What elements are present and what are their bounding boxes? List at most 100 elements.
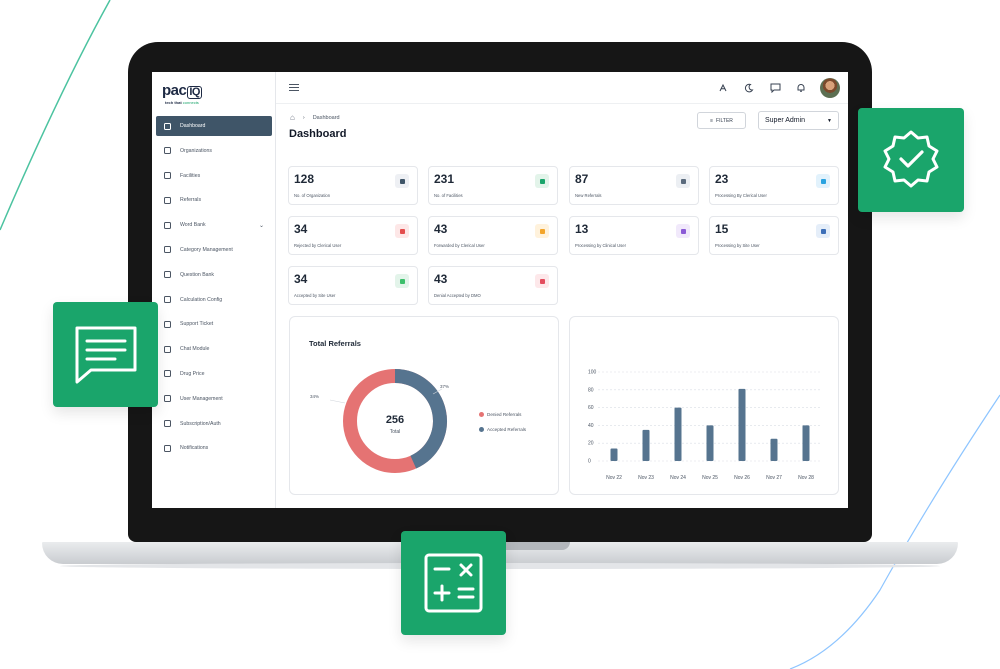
chevron-down-icon: ▼ xyxy=(827,117,832,124)
logo-text: pac xyxy=(162,82,187,99)
chevron-down-icon[interactable]: ⌄ xyxy=(258,222,264,229)
total-referrals-panel: Total Referrals 256 Total 34% 37% Denied… xyxy=(289,316,559,495)
stat-value: 128 xyxy=(294,172,315,186)
menu-toggle-icon[interactable] xyxy=(289,84,299,91)
stat-card[interactable]: 34 Rejected by Clerical User xyxy=(288,216,418,255)
stat-label: Processing by Site User xyxy=(715,243,760,248)
sidebar-item-word-bank[interactable]: Word Bank ⌄ xyxy=(156,215,272,235)
sidebar-item-referrals[interactable]: Referrals xyxy=(156,190,272,210)
stat-card[interactable]: 231 No. of Facilities xyxy=(428,166,558,205)
stat-icon xyxy=(535,224,549,238)
stat-value: 13 xyxy=(575,222,589,236)
stat-icon xyxy=(676,224,690,238)
stat-icon xyxy=(816,174,830,188)
stat-value: 34 xyxy=(294,272,308,286)
stat-card[interactable]: 15 Processing by Site User xyxy=(709,216,839,255)
avatar[interactable] xyxy=(820,78,840,98)
bell-icon[interactable] xyxy=(794,81,808,95)
stat-card[interactable]: 43 Denial Accepted by DMO xyxy=(428,266,558,305)
sidebar-item-label: Notifications xyxy=(180,445,209,452)
bar[interactable] xyxy=(770,438,778,461)
legend-item-accepted[interactable]: Accepted Referrals xyxy=(479,427,526,432)
home-icon[interactable]: ⌂ xyxy=(290,113,295,122)
bar[interactable] xyxy=(610,448,618,461)
donut-accepted-segment[interactable] xyxy=(394,369,447,469)
sidebar-item-support-ticket[interactable]: Support Ticket xyxy=(156,314,272,334)
stat-label: New Referrals xyxy=(575,193,602,198)
sidebar-item-category-management[interactable]: Category Management xyxy=(156,240,272,260)
building-icon xyxy=(164,172,171,180)
filter-button[interactable]: ≡ FILTER xyxy=(697,112,746,129)
stat-label: Processing by Clinical User xyxy=(575,243,626,248)
sidebar-item-user-management[interactable]: User Management xyxy=(156,389,272,409)
sidebar-item-label: Subscription/Auth xyxy=(180,420,221,427)
topbar xyxy=(276,72,848,104)
bell-icon xyxy=(164,444,171,452)
breadcrumb-current: Dashboard xyxy=(312,114,340,121)
sidebar-item-notifications[interactable]: Notifications xyxy=(156,438,272,458)
sidebar-item-question-bank[interactable]: Question Bank xyxy=(156,265,272,285)
sidebar: pac IQ tech that connects Dashboard Organi… xyxy=(152,72,276,508)
stat-card[interactable]: 13 Processing by Clinical User xyxy=(569,216,699,255)
translate-icon[interactable] xyxy=(716,81,730,95)
legend-item-denied[interactable]: Denied Referrals xyxy=(479,412,526,417)
y-tick-label: 100 xyxy=(588,370,597,376)
donut-chart xyxy=(329,369,447,473)
stat-label: No. of Organization xyxy=(294,193,331,198)
stat-icon xyxy=(535,274,549,288)
stat-card[interactable]: 34 Accepted by Site User xyxy=(288,266,418,305)
grid-icon xyxy=(164,122,171,130)
y-tick-label: 60 xyxy=(588,405,594,411)
stat-value: 43 xyxy=(434,272,448,286)
sidebar-item-chat-module[interactable]: Chat Module xyxy=(156,339,272,359)
brand-logo[interactable]: pac IQ tech that connects xyxy=(162,82,202,110)
sidebar-item-label: Chat Module xyxy=(180,346,210,353)
sidebar-item-subscription-auth[interactable]: Subscription/Auth xyxy=(156,414,272,434)
sidebar-item-label: Category Management xyxy=(180,246,233,253)
org-icon xyxy=(164,147,171,155)
x-tick-label: Nov 26 xyxy=(734,475,750,481)
sidebar-item-organizations[interactable]: Organizations xyxy=(156,141,272,161)
sidebar-item-facilities[interactable]: Facilities xyxy=(156,166,272,186)
filter-icon: ≡ xyxy=(710,117,714,124)
y-tick-label: 0 xyxy=(588,459,591,465)
bar[interactable] xyxy=(738,388,746,461)
stat-card[interactable]: 23 Processing By Clerical User xyxy=(709,166,839,205)
stat-card[interactable]: 87 New Referrals xyxy=(569,166,699,205)
verified-badge-icon xyxy=(883,130,939,188)
sidebar-item-calculation-config[interactable]: Calculation Config xyxy=(156,290,272,310)
bar[interactable] xyxy=(802,425,810,461)
stat-card[interactable]: 128 No. of Organization xyxy=(288,166,418,205)
y-tick-label: 40 xyxy=(588,423,594,429)
sidebar-item-label: Drug Price xyxy=(180,370,205,377)
x-tick-label: Nov 27 xyxy=(766,475,782,481)
stat-label: Rejected by Clerical User xyxy=(294,243,342,248)
bar[interactable] xyxy=(706,425,714,461)
moon-icon[interactable] xyxy=(742,81,756,95)
logo-q: IQ xyxy=(187,86,202,99)
role-select[interactable]: Super Admin ▼ xyxy=(758,111,839,130)
calculator-icon xyxy=(164,296,171,304)
stat-icon xyxy=(395,174,409,188)
donut-pct-left: 34% xyxy=(310,394,320,399)
x-tick-label: Nov 28 xyxy=(798,475,814,481)
stat-value: 87 xyxy=(575,172,589,186)
chat-badge xyxy=(53,302,158,407)
legend-label-denied: Denied Referrals xyxy=(487,412,522,417)
donut-pct-right: 37% xyxy=(440,384,450,389)
stat-value: 23 xyxy=(715,172,729,186)
bar[interactable] xyxy=(642,429,650,461)
message-icon[interactable] xyxy=(768,81,782,95)
chat-icon xyxy=(164,345,171,353)
stat-icon xyxy=(676,174,690,188)
bar[interactable] xyxy=(674,407,682,461)
word-bank-icon xyxy=(164,221,171,229)
stat-label: Accepted by Site User xyxy=(294,293,336,298)
sidebar-item-dashboard[interactable]: Dashboard xyxy=(156,116,272,136)
stat-label: No. of Facilities xyxy=(434,193,463,198)
sidebar-item-drug-price[interactable]: Drug Price xyxy=(156,364,272,384)
filter-label: FILTER xyxy=(716,117,733,124)
stat-value: 15 xyxy=(715,222,729,236)
stat-card[interactable]: 43 Forwarded by Clerical User xyxy=(428,216,558,255)
